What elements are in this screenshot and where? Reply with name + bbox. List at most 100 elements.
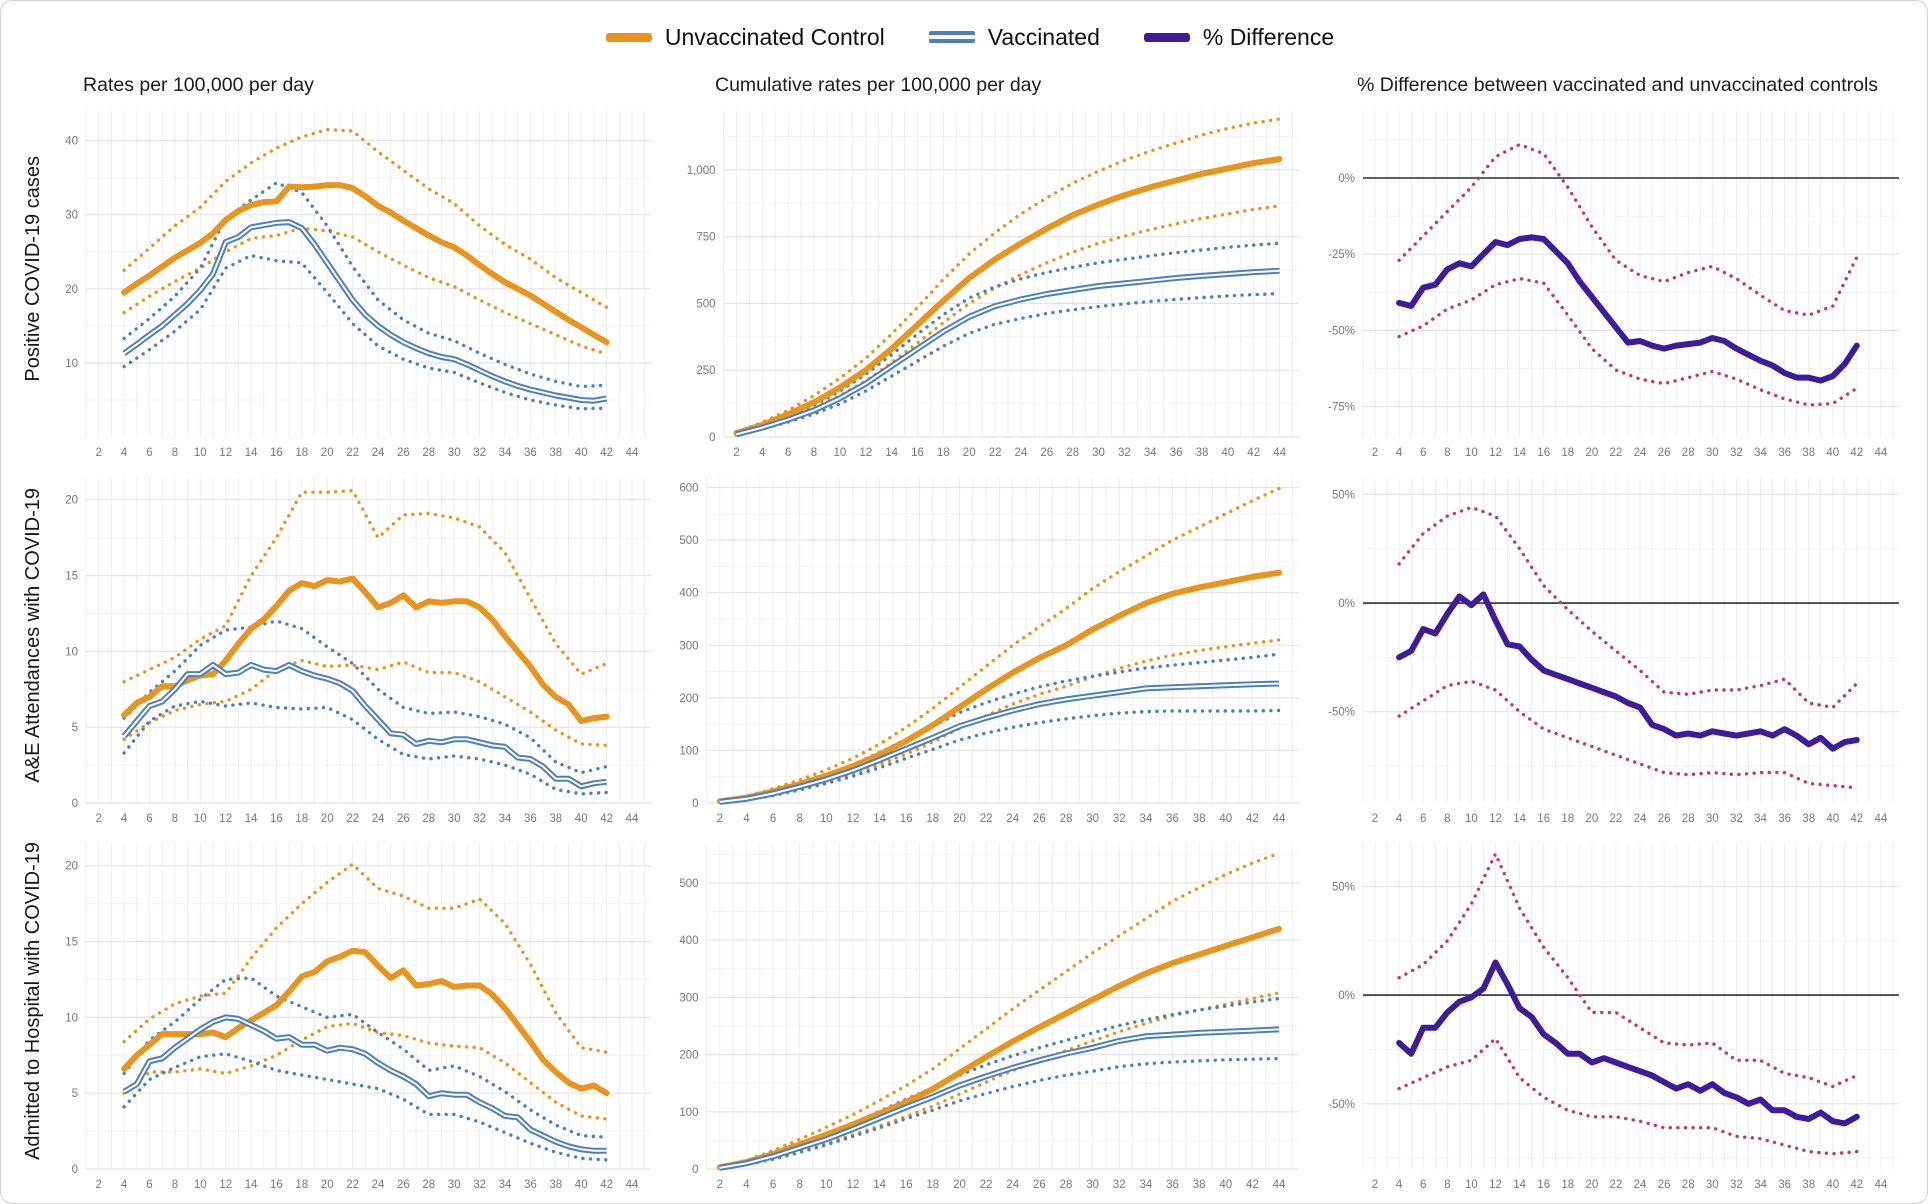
svg-text:44: 44 bbox=[1273, 1179, 1286, 1191]
svg-text:40: 40 bbox=[1222, 447, 1235, 459]
svg-text:10: 10 bbox=[1465, 1179, 1478, 1191]
svg-text:22: 22 bbox=[1610, 1179, 1623, 1191]
svg-text:22: 22 bbox=[980, 813, 993, 825]
svg-text:20: 20 bbox=[321, 813, 334, 825]
svg-text:32: 32 bbox=[1118, 447, 1131, 459]
svg-text:8: 8 bbox=[811, 447, 817, 459]
svg-text:8: 8 bbox=[172, 813, 178, 825]
svg-text:500: 500 bbox=[679, 535, 698, 547]
svg-text:42: 42 bbox=[1850, 813, 1863, 825]
svg-text:18: 18 bbox=[937, 447, 950, 459]
svg-text:28: 28 bbox=[1060, 1179, 1073, 1191]
svg-text:-50%: -50% bbox=[1328, 325, 1355, 337]
svg-text:30: 30 bbox=[65, 210, 78, 222]
svg-text:40: 40 bbox=[65, 136, 78, 148]
svg-text:42: 42 bbox=[1246, 813, 1259, 825]
svg-text:34: 34 bbox=[1144, 447, 1157, 459]
svg-text:0: 0 bbox=[72, 1164, 78, 1176]
svg-text:20: 20 bbox=[321, 1179, 334, 1191]
svg-text:32: 32 bbox=[1113, 813, 1126, 825]
svg-text:300: 300 bbox=[679, 992, 698, 1004]
legend: Unvaccinated Control Vaccinated % Differ… bbox=[13, 11, 1927, 63]
svg-text:750: 750 bbox=[696, 232, 715, 244]
svg-text:42: 42 bbox=[600, 447, 613, 459]
svg-text:30: 30 bbox=[448, 447, 461, 459]
svg-text:42: 42 bbox=[1246, 1179, 1259, 1191]
svg-text:500: 500 bbox=[679, 878, 698, 890]
svg-text:20: 20 bbox=[1586, 447, 1599, 459]
svg-text:18: 18 bbox=[926, 1179, 939, 1191]
svg-text:12: 12 bbox=[219, 1179, 232, 1191]
svg-text:14: 14 bbox=[1513, 1179, 1526, 1191]
svg-text:24: 24 bbox=[1634, 813, 1647, 825]
svg-text:22: 22 bbox=[346, 1179, 359, 1191]
svg-text:30: 30 bbox=[1086, 813, 1099, 825]
svg-text:22: 22 bbox=[1610, 813, 1623, 825]
svg-text:44: 44 bbox=[1273, 813, 1286, 825]
svg-text:14: 14 bbox=[873, 1179, 886, 1191]
svg-text:44: 44 bbox=[1875, 1179, 1888, 1191]
svg-text:28: 28 bbox=[1066, 447, 1079, 459]
svg-text:5: 5 bbox=[72, 722, 78, 734]
svg-text:2: 2 bbox=[717, 1179, 723, 1191]
svg-text:26: 26 bbox=[1658, 1179, 1671, 1191]
svg-text:20: 20 bbox=[1586, 813, 1599, 825]
svg-text:100: 100 bbox=[679, 1107, 698, 1119]
svg-text:4: 4 bbox=[759, 447, 766, 459]
svg-text:38: 38 bbox=[1193, 813, 1206, 825]
svg-text:4: 4 bbox=[1396, 813, 1403, 825]
svg-text:6: 6 bbox=[146, 813, 152, 825]
svg-text:36: 36 bbox=[1170, 447, 1183, 459]
svg-text:16: 16 bbox=[270, 813, 283, 825]
svg-text:6: 6 bbox=[1420, 447, 1426, 459]
svg-text:0: 0 bbox=[72, 798, 78, 810]
row-positive-covid-cases: Positive COVID-19 cases 2 4 6 8 10 12 14 16 18 20… bbox=[13, 101, 1927, 467]
chart-ae-difference: 2 4 6 8 10 12 14 16 18 20 22 24 26 28 30 32 34 36 38 40 42 44… bbox=[1313, 467, 1913, 833]
svg-text:24: 24 bbox=[372, 1179, 385, 1191]
svg-text:36: 36 bbox=[524, 813, 537, 825]
legend-label-percent-difference: % Difference bbox=[1202, 23, 1335, 50]
svg-text:18: 18 bbox=[1561, 447, 1574, 459]
svg-text:36: 36 bbox=[1778, 447, 1791, 459]
svg-text:20: 20 bbox=[65, 495, 78, 507]
svg-text:34: 34 bbox=[1140, 813, 1153, 825]
svg-text:50%: 50% bbox=[1332, 882, 1355, 894]
svg-text:24: 24 bbox=[1015, 447, 1028, 459]
svg-text:18: 18 bbox=[1561, 813, 1574, 825]
svg-text:8: 8 bbox=[1444, 1179, 1450, 1191]
svg-text:32: 32 bbox=[473, 447, 486, 459]
svg-text:15: 15 bbox=[65, 937, 78, 949]
svg-text:12: 12 bbox=[219, 447, 232, 459]
svg-text:32: 32 bbox=[1730, 813, 1743, 825]
svg-text:26: 26 bbox=[1033, 1179, 1046, 1191]
svg-text:26: 26 bbox=[397, 447, 410, 459]
svg-text:38: 38 bbox=[1193, 1179, 1206, 1191]
svg-text:18: 18 bbox=[295, 1179, 308, 1191]
svg-text:18: 18 bbox=[1561, 1179, 1574, 1191]
svg-text:-50%: -50% bbox=[1328, 707, 1355, 719]
svg-text:32: 32 bbox=[1730, 1179, 1743, 1191]
svg-text:8: 8 bbox=[1444, 447, 1450, 459]
svg-text:28: 28 bbox=[1682, 1179, 1695, 1191]
svg-text:14: 14 bbox=[1513, 813, 1526, 825]
svg-text:12: 12 bbox=[847, 1179, 860, 1191]
svg-text:600: 600 bbox=[679, 483, 698, 495]
svg-text:6: 6 bbox=[146, 447, 152, 459]
svg-text:0: 0 bbox=[692, 1164, 698, 1176]
column-header-cumulative: Cumulative rates per 100,000 per day bbox=[715, 74, 1042, 96]
svg-text:16: 16 bbox=[1537, 1179, 1550, 1191]
svg-text:2: 2 bbox=[733, 447, 739, 459]
svg-text:16: 16 bbox=[270, 447, 283, 459]
svg-text:40: 40 bbox=[1826, 447, 1839, 459]
svg-text:6: 6 bbox=[770, 813, 776, 825]
svg-text:34: 34 bbox=[499, 447, 512, 459]
svg-text:36: 36 bbox=[1778, 1179, 1791, 1191]
svg-text:20: 20 bbox=[963, 447, 976, 459]
svg-text:4: 4 bbox=[1396, 447, 1403, 459]
svg-text:12: 12 bbox=[859, 447, 872, 459]
svg-text:42: 42 bbox=[1247, 447, 1260, 459]
svg-text:26: 26 bbox=[1040, 447, 1053, 459]
svg-text:44: 44 bbox=[1273, 447, 1286, 459]
